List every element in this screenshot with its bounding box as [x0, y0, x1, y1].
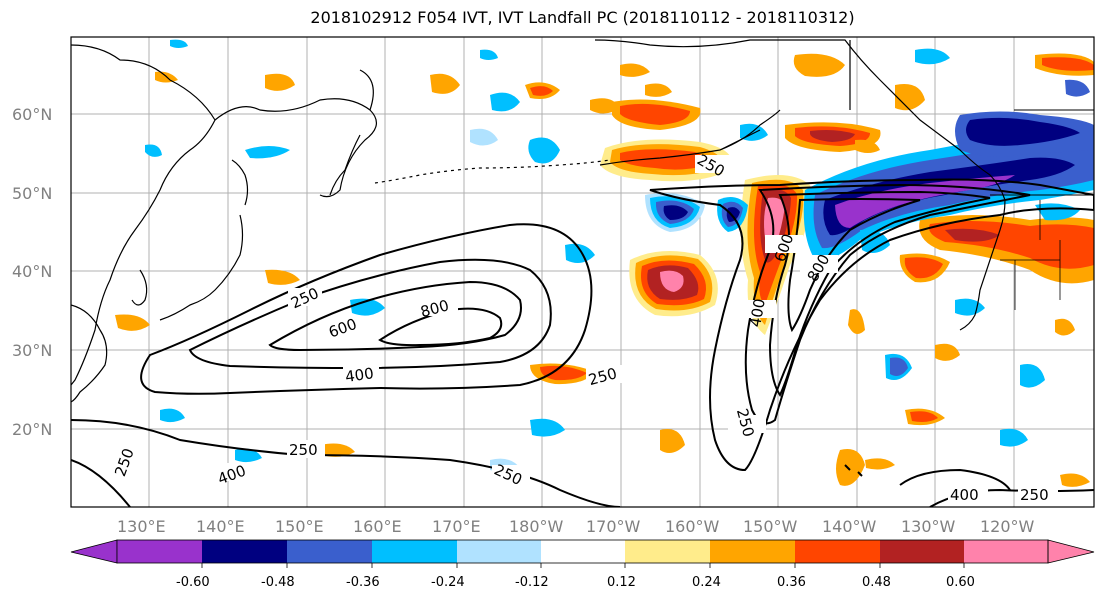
latitude-labels: 60°N 50°N 40°N 30°N 20°N: [12, 105, 52, 439]
contour-600-west: [268, 280, 522, 352]
colorbar-tick-label: -0.12: [515, 575, 549, 590]
colorbar-tick-label: 0.48: [862, 575, 891, 590]
shaded-anomaly-field: [115, 39, 1094, 487]
colorbar-bin: [541, 540, 625, 563]
lon-label-170w: 170°W: [586, 517, 641, 536]
lon-label-120w: 120°W: [980, 517, 1035, 536]
ivt-contours: [71, 178, 1094, 507]
lon-label-160e: 160°E: [353, 517, 402, 536]
lat-label-30n: 30°N: [12, 341, 52, 360]
contour-label-400-se: 400: [950, 486, 979, 504]
coastlines: [71, 39, 1094, 477]
lon-label-130w: 130°W: [901, 517, 956, 536]
lat-label-40n: 40°N: [12, 262, 52, 281]
lon-label-140e: 140°E: [196, 517, 245, 536]
lon-label-140w: 140°W: [822, 517, 877, 536]
lat-label-60n: 60°N: [12, 105, 52, 124]
contour-label-400-west: 400: [344, 364, 375, 386]
colorbar-bin: [372, 540, 457, 563]
colorbar-bin: [625, 540, 710, 563]
map-border: [70, 36, 1095, 508]
colorbar-tick-label: -0.48: [261, 575, 295, 590]
contour-400-west: [188, 258, 552, 370]
colorbar-bin: [457, 540, 541, 563]
lon-label-170e: 170°E: [432, 517, 481, 536]
colorbar-bin: [202, 540, 287, 563]
lon-label-150e: 150°E: [275, 517, 324, 536]
lon-label-160w: 160°W: [665, 517, 720, 536]
colorbar-bin: [287, 540, 372, 563]
contour-label-400-east: 400: [746, 297, 769, 328]
colorbar-tick-label: 0.24: [692, 575, 721, 590]
colorbar-bin: [117, 540, 202, 563]
colorbar-bin: [880, 540, 964, 563]
lon-label-150w: 150°W: [743, 517, 798, 536]
colorbar-tick-label: 0.60: [946, 575, 975, 590]
colorbar-bin: [795, 540, 880, 563]
colorbar-tick-label: -0.36: [346, 575, 380, 590]
colorbar-bin: [710, 540, 795, 563]
colorbar-tick-label: -0.60: [176, 575, 210, 590]
contour-label-250-south: 250: [289, 441, 318, 459]
longitude-labels: 130°E 140°E 150°E 160°E 170°E 180°W 170°…: [117, 517, 1035, 536]
colorbar-tick-label: 0.36: [777, 575, 806, 590]
contour-label-250-se: 250: [1020, 486, 1049, 504]
lon-label-130e: 130°E: [117, 517, 166, 536]
colorbar-tick-label: 0.12: [607, 575, 636, 590]
contour-250-south: [71, 419, 621, 507]
lat-label-20n: 20°N: [12, 420, 52, 439]
colorbar: -0.60 -0.48 -0.36 -0.24 -0.12 0.12 0.24 …: [70, 539, 1095, 590]
colorbar-tick-label: -0.24: [431, 575, 465, 590]
contour-800-east: [787, 198, 921, 333]
colorbar-extend-min: [70, 539, 118, 564]
contour-250-west: [140, 223, 593, 395]
lon-label-180w: 180°W: [509, 517, 564, 536]
lat-label-50n: 50°N: [12, 184, 52, 203]
colorbar-extend-max: [1047, 539, 1095, 564]
graticule: [71, 37, 1094, 507]
map-title: 2018102912 F054 IVT, IVT Landfall PC (20…: [310, 8, 855, 27]
colorbar-bin: [964, 540, 1048, 563]
